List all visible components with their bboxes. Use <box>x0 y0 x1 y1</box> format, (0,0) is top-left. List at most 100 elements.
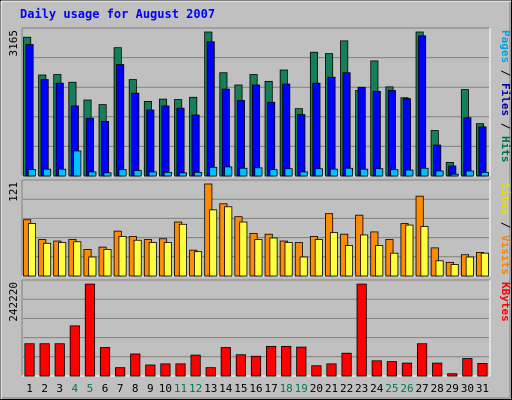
bar-files-23 <box>357 86 366 177</box>
bar-sites-27 <box>420 226 429 277</box>
bar-kbytes-16 <box>250 355 262 377</box>
bar-pages-30 <box>465 170 474 177</box>
bar-pages-1 <box>27 169 36 177</box>
bar-pages-17 <box>269 169 278 177</box>
bar-pages-2 <box>43 168 52 177</box>
y-max-label: 121 <box>7 182 20 202</box>
bar-kbytes-25 <box>386 361 397 377</box>
bar-files-5 <box>85 117 94 177</box>
bar-pages-19 <box>299 171 308 177</box>
bar-files-17 <box>267 101 276 177</box>
bar-pages-5 <box>88 171 97 177</box>
bar-files-15 <box>236 100 245 177</box>
x-tick-label: 25 <box>385 382 398 395</box>
bar-files-12 <box>191 114 200 177</box>
bar-pages-29 <box>450 173 459 177</box>
series-legend: Pages / Files / Hits <box>499 30 512 163</box>
bar-sites-13 <box>209 209 218 277</box>
x-tick-label: 11 <box>174 382 187 395</box>
bar-sites-25 <box>390 252 399 277</box>
bar-sites-7 <box>118 236 127 277</box>
bar-sites-20 <box>314 239 323 277</box>
x-tick-label: 10 <box>159 382 172 395</box>
bar-pages-25 <box>390 169 399 177</box>
x-tick-label: 7 <box>117 382 124 395</box>
x-tick-label: 13 <box>204 382 217 395</box>
bar-sites-29 <box>450 264 459 277</box>
bar-kbytes-31 <box>477 363 488 377</box>
bar-kbytes-5 <box>84 283 96 377</box>
bar-sites-16 <box>254 239 263 277</box>
bar-sites-23 <box>360 234 369 277</box>
bar-files-19 <box>297 114 306 177</box>
bar-files-26 <box>402 98 411 177</box>
bar-sites-11 <box>178 223 187 277</box>
x-tick-label: 24 <box>370 382 384 395</box>
bar-pages-6 <box>103 172 112 177</box>
bar-sites-6 <box>103 248 112 277</box>
bar-kbytes-4 <box>69 325 80 377</box>
bar-sites-24 <box>375 245 384 277</box>
bar-kbytes-12 <box>190 354 201 377</box>
bar-files-24 <box>372 90 381 177</box>
bar-sites-14 <box>224 206 233 277</box>
y-max-label: 242220 <box>7 282 20 322</box>
legend-part: / <box>499 116 512 136</box>
bar-pages-22 <box>344 167 354 177</box>
bar-pages-13 <box>209 166 218 177</box>
x-tick-label: 19 <box>295 382 308 395</box>
x-tick-label: 3 <box>56 382 63 395</box>
bar-kbytes-28 <box>432 362 443 377</box>
bar-kbytes-11 <box>175 363 186 377</box>
x-tick-label: 23 <box>355 382 368 395</box>
bar-files-3 <box>55 82 64 177</box>
bar-kbytes-18 <box>281 345 292 377</box>
x-tick-label: 12 <box>189 382 202 395</box>
bar-sites-4 <box>73 241 82 277</box>
bar-kbytes-22 <box>341 352 352 377</box>
bar-files-27 <box>418 35 427 177</box>
bar-sites-17 <box>269 237 278 277</box>
x-tick-label: 31 <box>476 382 489 395</box>
bar-sites-21 <box>329 232 338 277</box>
bar-files-30 <box>463 117 472 177</box>
bar-kbytes-20 <box>311 365 322 377</box>
bar-pages-14 <box>224 166 233 177</box>
bar-files-20 <box>312 82 321 177</box>
bar-kbytes-9 <box>145 364 156 377</box>
x-tick-label: 5 <box>87 382 94 395</box>
bar-kbytes-23 <box>356 283 367 377</box>
bar-sites-19 <box>299 256 308 277</box>
bar-files-8 <box>131 92 140 177</box>
bar-pages-31 <box>480 171 489 177</box>
bar-sites-30 <box>465 256 474 277</box>
bar-sites-3 <box>58 242 67 277</box>
bar-kbytes-6 <box>99 347 111 377</box>
x-tick-label: 8 <box>132 382 139 395</box>
bar-sites-28 <box>435 260 444 277</box>
bar-files-6 <box>101 121 110 177</box>
x-tick-label: 1 <box>26 382 33 395</box>
bar-kbytes-1 <box>24 343 35 377</box>
bar-pages-7 <box>118 169 127 177</box>
bar-pages-12 <box>194 171 203 177</box>
bar-pages-16 <box>254 167 263 177</box>
x-tick-label: 22 <box>340 382 353 395</box>
bar-pages-3 <box>58 168 67 177</box>
legend-part: / <box>499 215 512 235</box>
bar-files-9 <box>146 109 155 177</box>
bar-files-13 <box>206 41 215 177</box>
bar-sites-18 <box>284 242 293 277</box>
bar-files-1 <box>25 44 34 177</box>
bar-sites-9 <box>148 242 157 277</box>
bar-pages-9 <box>148 171 157 177</box>
bar-files-10 <box>161 105 170 177</box>
legend-part: / <box>499 63 512 83</box>
legend-part: Visits <box>499 235 512 275</box>
legend-part: Sites <box>499 182 512 215</box>
bar-kbytes-14 <box>220 347 231 377</box>
bar-files-22 <box>342 72 351 177</box>
bar-files-16 <box>251 84 261 177</box>
